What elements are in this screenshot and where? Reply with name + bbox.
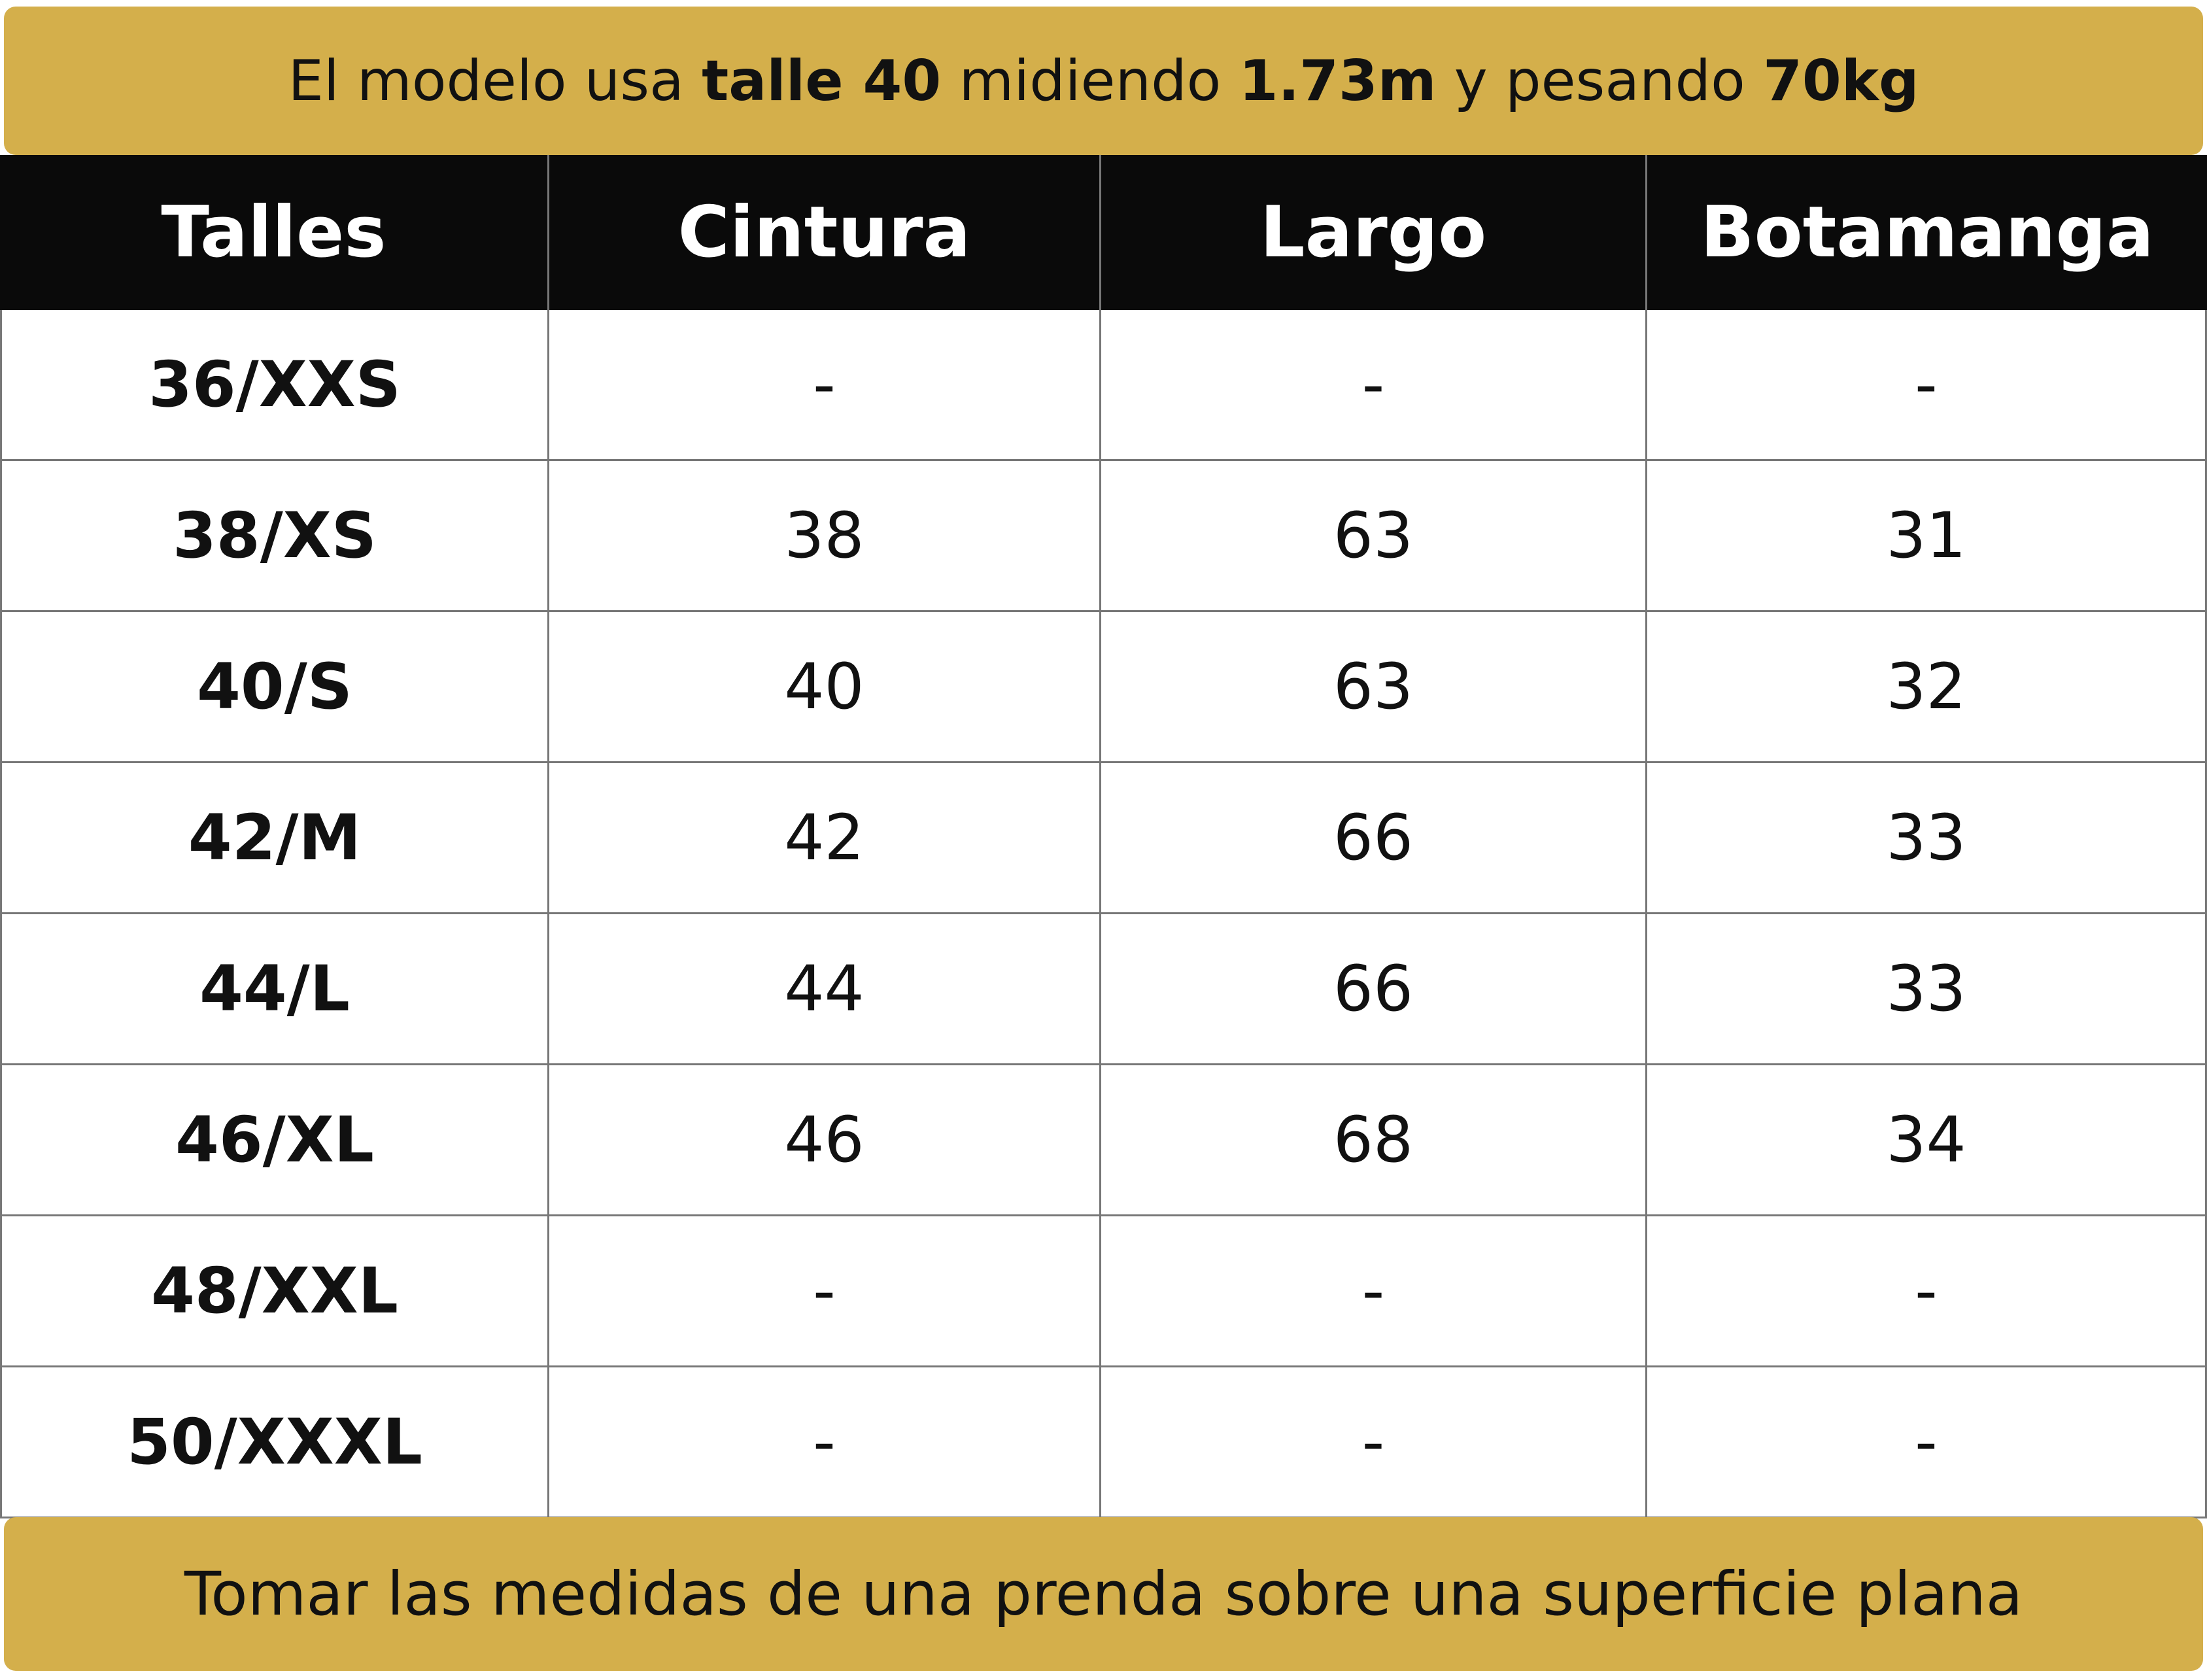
note-text: midiendo (941, 48, 1239, 114)
measure-cell: - (1099, 1216, 1645, 1367)
emphasis: 1.73m (1239, 48, 1437, 114)
measure-cell: 68 (1099, 1065, 1645, 1216)
column-header: Largo (1099, 155, 1645, 310)
emphasis: 70kg (1763, 48, 1919, 114)
measure-cell: 46 (547, 1065, 1099, 1216)
column-header: Botamanga (1645, 155, 2207, 310)
column-header: Cintura (547, 155, 1099, 310)
measure-cell: 63 (1099, 461, 1645, 612)
size-label: 48/XXL (0, 1216, 547, 1367)
measure-cell: 31 (1645, 461, 2207, 612)
measure-cell: 33 (1645, 763, 2207, 914)
measure-cell: 42 (547, 763, 1099, 914)
model-note: El modelo usa talle 40 midiendo 1.73m y … (4, 7, 2203, 155)
measure-cell: - (1645, 1216, 2207, 1367)
note-text: El modelo usa (288, 48, 702, 114)
measure-cell: 33 (1645, 914, 2207, 1065)
measure-cell: 66 (1099, 763, 1645, 914)
measure-cell: - (547, 1216, 1099, 1367)
column-header: Talles (0, 155, 547, 310)
size-label: 40/S (0, 612, 547, 763)
measure-cell: 66 (1099, 914, 1645, 1065)
measure-cell: - (1099, 310, 1645, 461)
measure-cell: 63 (1099, 612, 1645, 763)
emphasis: talle 40 (702, 48, 942, 114)
measure-cell: - (1645, 1367, 2207, 1518)
size-label: 50/XXXL (0, 1367, 547, 1518)
measure-cell: 40 (547, 612, 1099, 763)
measure-cell: - (547, 310, 1099, 461)
measure-cell: - (1645, 310, 2207, 461)
measure-cell: 44 (547, 914, 1099, 1065)
size-table: Talles Cintura Largo Botamanga 36/XXS - - -38/X… (0, 155, 2207, 1518)
measure-cell: 34 (1645, 1065, 2207, 1216)
size-label: 38/XS (0, 461, 547, 612)
measure-note: Tomar las medidas de una prenda sobre un… (4, 1517, 2203, 1671)
measure-cell: 32 (1645, 612, 2207, 763)
size-label: 42/M (0, 763, 547, 914)
measure-cell: - (1099, 1367, 1645, 1518)
size-label: 44/L (0, 914, 547, 1065)
note-text: y pesando (1436, 48, 1764, 114)
size-label: 36/XXS (0, 310, 547, 461)
measure-cell: - (547, 1367, 1099, 1518)
measure-cell: 38 (547, 461, 1099, 612)
size-label: 46/XL (0, 1065, 547, 1216)
